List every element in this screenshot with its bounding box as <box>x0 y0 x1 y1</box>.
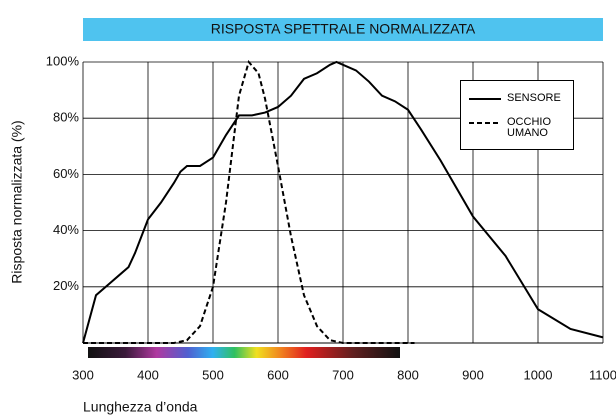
legend-swatch <box>469 98 501 100</box>
legend-item: OCCHIO UMANO <box>461 117 555 139</box>
x-tick-label: 400 <box>137 367 159 382</box>
legend: SENSORE OCCHIO UMANO <box>460 80 574 150</box>
y-tick-label: 80% <box>53 110 79 125</box>
legend-label: OCCHIO UMANO <box>507 116 551 139</box>
x-tick-label: 900 <box>462 367 484 382</box>
series-line <box>82 60 604 344</box>
x-tick-label: 800 <box>397 367 419 382</box>
chart-title: RISPOSTA SPETTRALE NORMALIZZATA <box>211 21 476 37</box>
x-tick-label: 1100 <box>589 367 616 382</box>
title-banner <box>83 18 603 41</box>
x-axis-label: Lunghezza d’onda <box>83 399 198 415</box>
spectrum-bar <box>88 347 400 358</box>
legend-item: SENSORE <box>461 92 561 104</box>
legend-swatch <box>469 122 501 124</box>
y-tick-label: 20% <box>53 278 79 293</box>
x-tick-label: 300 <box>72 367 94 382</box>
series-line <box>83 59 415 344</box>
x-tick-label: 700 <box>332 367 354 382</box>
y-tick-label: 60% <box>53 166 79 181</box>
y-tick-label: 40% <box>53 222 79 237</box>
x-tick-label: 600 <box>267 367 289 382</box>
legend-label: SENSORE <box>507 92 561 104</box>
y-tick-label: 100% <box>46 53 80 68</box>
x-tick-label: 1000 <box>524 367 553 382</box>
y-axis-label: Risposta normalizzata (%) <box>9 120 25 283</box>
x-tick-label: 500 <box>202 367 224 382</box>
